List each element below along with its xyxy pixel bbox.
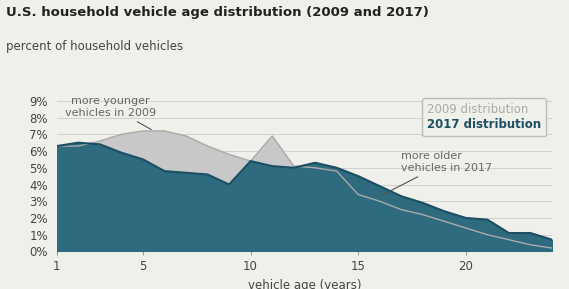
Legend: 2009 distribution, 2017 distribution: 2009 distribution, 2017 distribution	[422, 98, 546, 136]
Text: percent of household vehicles: percent of household vehicles	[6, 40, 183, 53]
X-axis label: vehicle age (years): vehicle age (years)	[248, 279, 361, 289]
Text: U.S. household vehicle age distribution (2009 and 2017): U.S. household vehicle age distribution …	[6, 6, 428, 19]
Text: more younger
vehicles in 2009: more younger vehicles in 2009	[65, 96, 156, 129]
Text: more older
vehicles in 2017: more older vehicles in 2017	[382, 151, 492, 195]
